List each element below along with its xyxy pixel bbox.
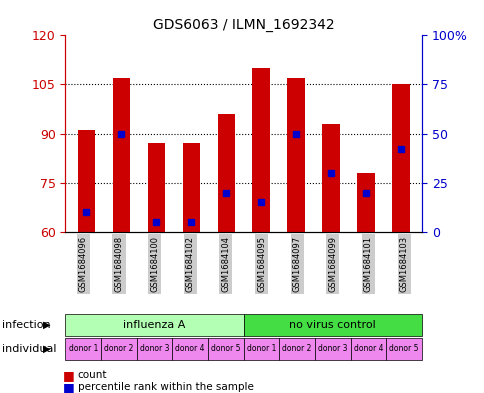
Text: donor 4: donor 4 <box>175 344 205 353</box>
Text: donor 2: donor 2 <box>104 344 134 353</box>
Text: donor 5: donor 5 <box>389 344 418 353</box>
Bar <box>252 68 270 232</box>
Text: ■: ■ <box>63 380 75 393</box>
Text: GSM1684098: GSM1684098 <box>114 236 123 292</box>
Bar <box>322 124 339 232</box>
Text: percentile rank within the sample: percentile rank within the sample <box>77 382 253 392</box>
Text: GSM1684099: GSM1684099 <box>328 236 337 292</box>
Text: donor 3: donor 3 <box>318 344 347 353</box>
Text: GSM1684104: GSM1684104 <box>221 236 230 292</box>
Bar <box>182 143 199 232</box>
Bar <box>392 84 409 232</box>
Text: ■: ■ <box>63 369 75 382</box>
Text: GSM1684102: GSM1684102 <box>185 236 195 292</box>
Text: influenza A: influenza A <box>123 320 185 330</box>
Text: ▶: ▶ <box>43 344 50 354</box>
Text: GSM1684097: GSM1684097 <box>292 236 301 292</box>
Text: donor 1: donor 1 <box>68 344 98 353</box>
Bar <box>147 143 165 232</box>
Text: donor 5: donor 5 <box>211 344 240 353</box>
Text: GSM1684101: GSM1684101 <box>363 236 372 292</box>
Bar <box>112 78 130 232</box>
Text: GSM1684103: GSM1684103 <box>399 236 408 292</box>
Text: GSM1684100: GSM1684100 <box>150 236 159 292</box>
Text: donor 3: donor 3 <box>139 344 169 353</box>
Text: individual: individual <box>2 344 57 354</box>
Text: donor 2: donor 2 <box>282 344 311 353</box>
Text: count: count <box>77 370 107 380</box>
Text: donor 4: donor 4 <box>353 344 382 353</box>
Bar <box>217 114 234 232</box>
Title: GDS6063 / ILMN_1692342: GDS6063 / ILMN_1692342 <box>152 18 334 31</box>
Text: ▶: ▶ <box>43 320 50 330</box>
Text: no virus control: no virus control <box>289 320 376 330</box>
Text: donor 1: donor 1 <box>246 344 276 353</box>
Text: GSM1684096: GSM1684096 <box>78 236 88 292</box>
Bar <box>77 130 95 232</box>
Bar <box>287 78 304 232</box>
Text: infection: infection <box>2 320 51 330</box>
Text: GSM1684095: GSM1684095 <box>257 236 266 292</box>
Bar <box>357 173 374 232</box>
